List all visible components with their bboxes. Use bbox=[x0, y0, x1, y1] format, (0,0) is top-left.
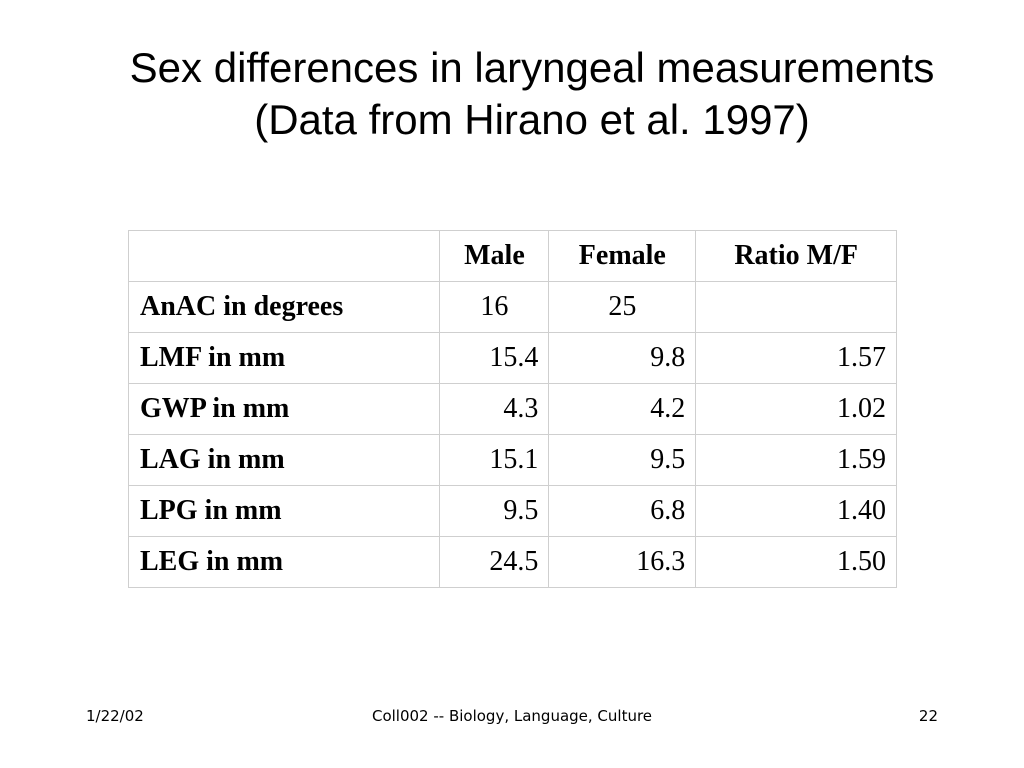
row-label: GWP in mm bbox=[127, 383, 441, 435]
female-value: 25 bbox=[548, 281, 697, 333]
footer-course-title: Coll002 -- Biology, Language, Culture bbox=[371, 707, 653, 725]
male-value: 16 bbox=[439, 281, 550, 333]
row-label: LAG in mm bbox=[127, 434, 441, 486]
female-value: 9.8 bbox=[548, 332, 697, 384]
ratio-value: 1.50 bbox=[695, 536, 897, 588]
female-value: 4.2 bbox=[548, 383, 697, 435]
table-row: GWP in mm 4.3 4.2 1.02 bbox=[127, 383, 897, 435]
ratio-value bbox=[695, 281, 897, 333]
footer-date: 1/22/02 bbox=[86, 707, 144, 725]
slide-title-line-1: Sex differences in laryngeal measurement… bbox=[129, 44, 935, 91]
table-row: LPG in mm 9.5 6.8 1.40 bbox=[127, 485, 897, 537]
female-value: 16.3 bbox=[548, 536, 697, 588]
measurements-table: Male Female Ratio M/F AnAC in degrees 16… bbox=[127, 230, 897, 588]
slide-title-line-2: (Data from Hirano et al. 1997) bbox=[254, 96, 810, 143]
female-value: 6.8 bbox=[548, 485, 697, 537]
table-row: LEG in mm 24.5 16.3 1.50 bbox=[127, 536, 897, 588]
header-ratio: Ratio M/F bbox=[695, 230, 897, 282]
male-value: 9.5 bbox=[439, 485, 550, 537]
table-row: LAG in mm 15.1 9.5 1.59 bbox=[127, 434, 897, 486]
header-female: Female bbox=[548, 230, 697, 282]
header-male: Male bbox=[439, 230, 550, 282]
ratio-value: 1.57 bbox=[695, 332, 897, 384]
row-label: LEG in mm bbox=[127, 536, 441, 588]
female-value: 9.5 bbox=[548, 434, 697, 486]
male-value: 4.3 bbox=[439, 383, 550, 435]
table-row: LMF in mm 15.4 9.8 1.57 bbox=[127, 332, 897, 384]
male-value: 15.4 bbox=[439, 332, 550, 384]
footer-page-number: 22 bbox=[918, 707, 938, 725]
header-empty-cell bbox=[127, 230, 441, 282]
table-header-row: Male Female Ratio M/F bbox=[127, 230, 897, 282]
male-value: 15.1 bbox=[439, 434, 550, 486]
ratio-value: 1.02 bbox=[695, 383, 897, 435]
row-label: AnAC in degrees bbox=[127, 281, 441, 333]
male-value: 24.5 bbox=[439, 536, 550, 588]
row-label: LMF in mm bbox=[127, 332, 441, 384]
row-label: LPG in mm bbox=[127, 485, 441, 537]
ratio-value: 1.59 bbox=[695, 434, 897, 486]
ratio-value: 1.40 bbox=[695, 485, 897, 537]
table-row: AnAC in degrees 16 25 bbox=[127, 281, 897, 333]
